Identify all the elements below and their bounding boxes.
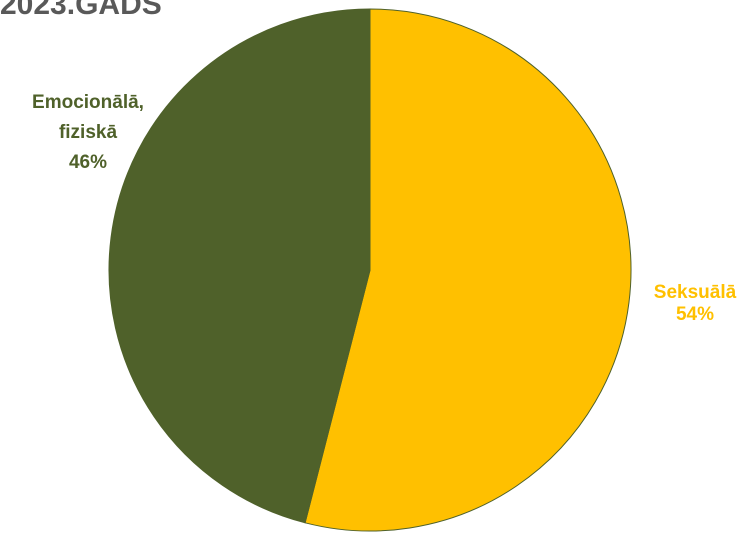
slice-label: Seksuālā 54% xyxy=(654,282,737,325)
pie-slice xyxy=(304,8,632,532)
slice-label-line: Seksuālā xyxy=(654,282,737,303)
slice-label-line: fiziskā xyxy=(59,122,118,143)
slice-label-line: Emocionālā, xyxy=(32,92,144,113)
pie-slice xyxy=(108,8,371,524)
slice-label-line: 54% xyxy=(676,304,714,325)
slice-label-line: 46% xyxy=(69,152,107,173)
chart-title: 2023.GADS xyxy=(0,0,162,21)
slice-label: Emocionālā, fiziskā 46% xyxy=(32,92,144,173)
